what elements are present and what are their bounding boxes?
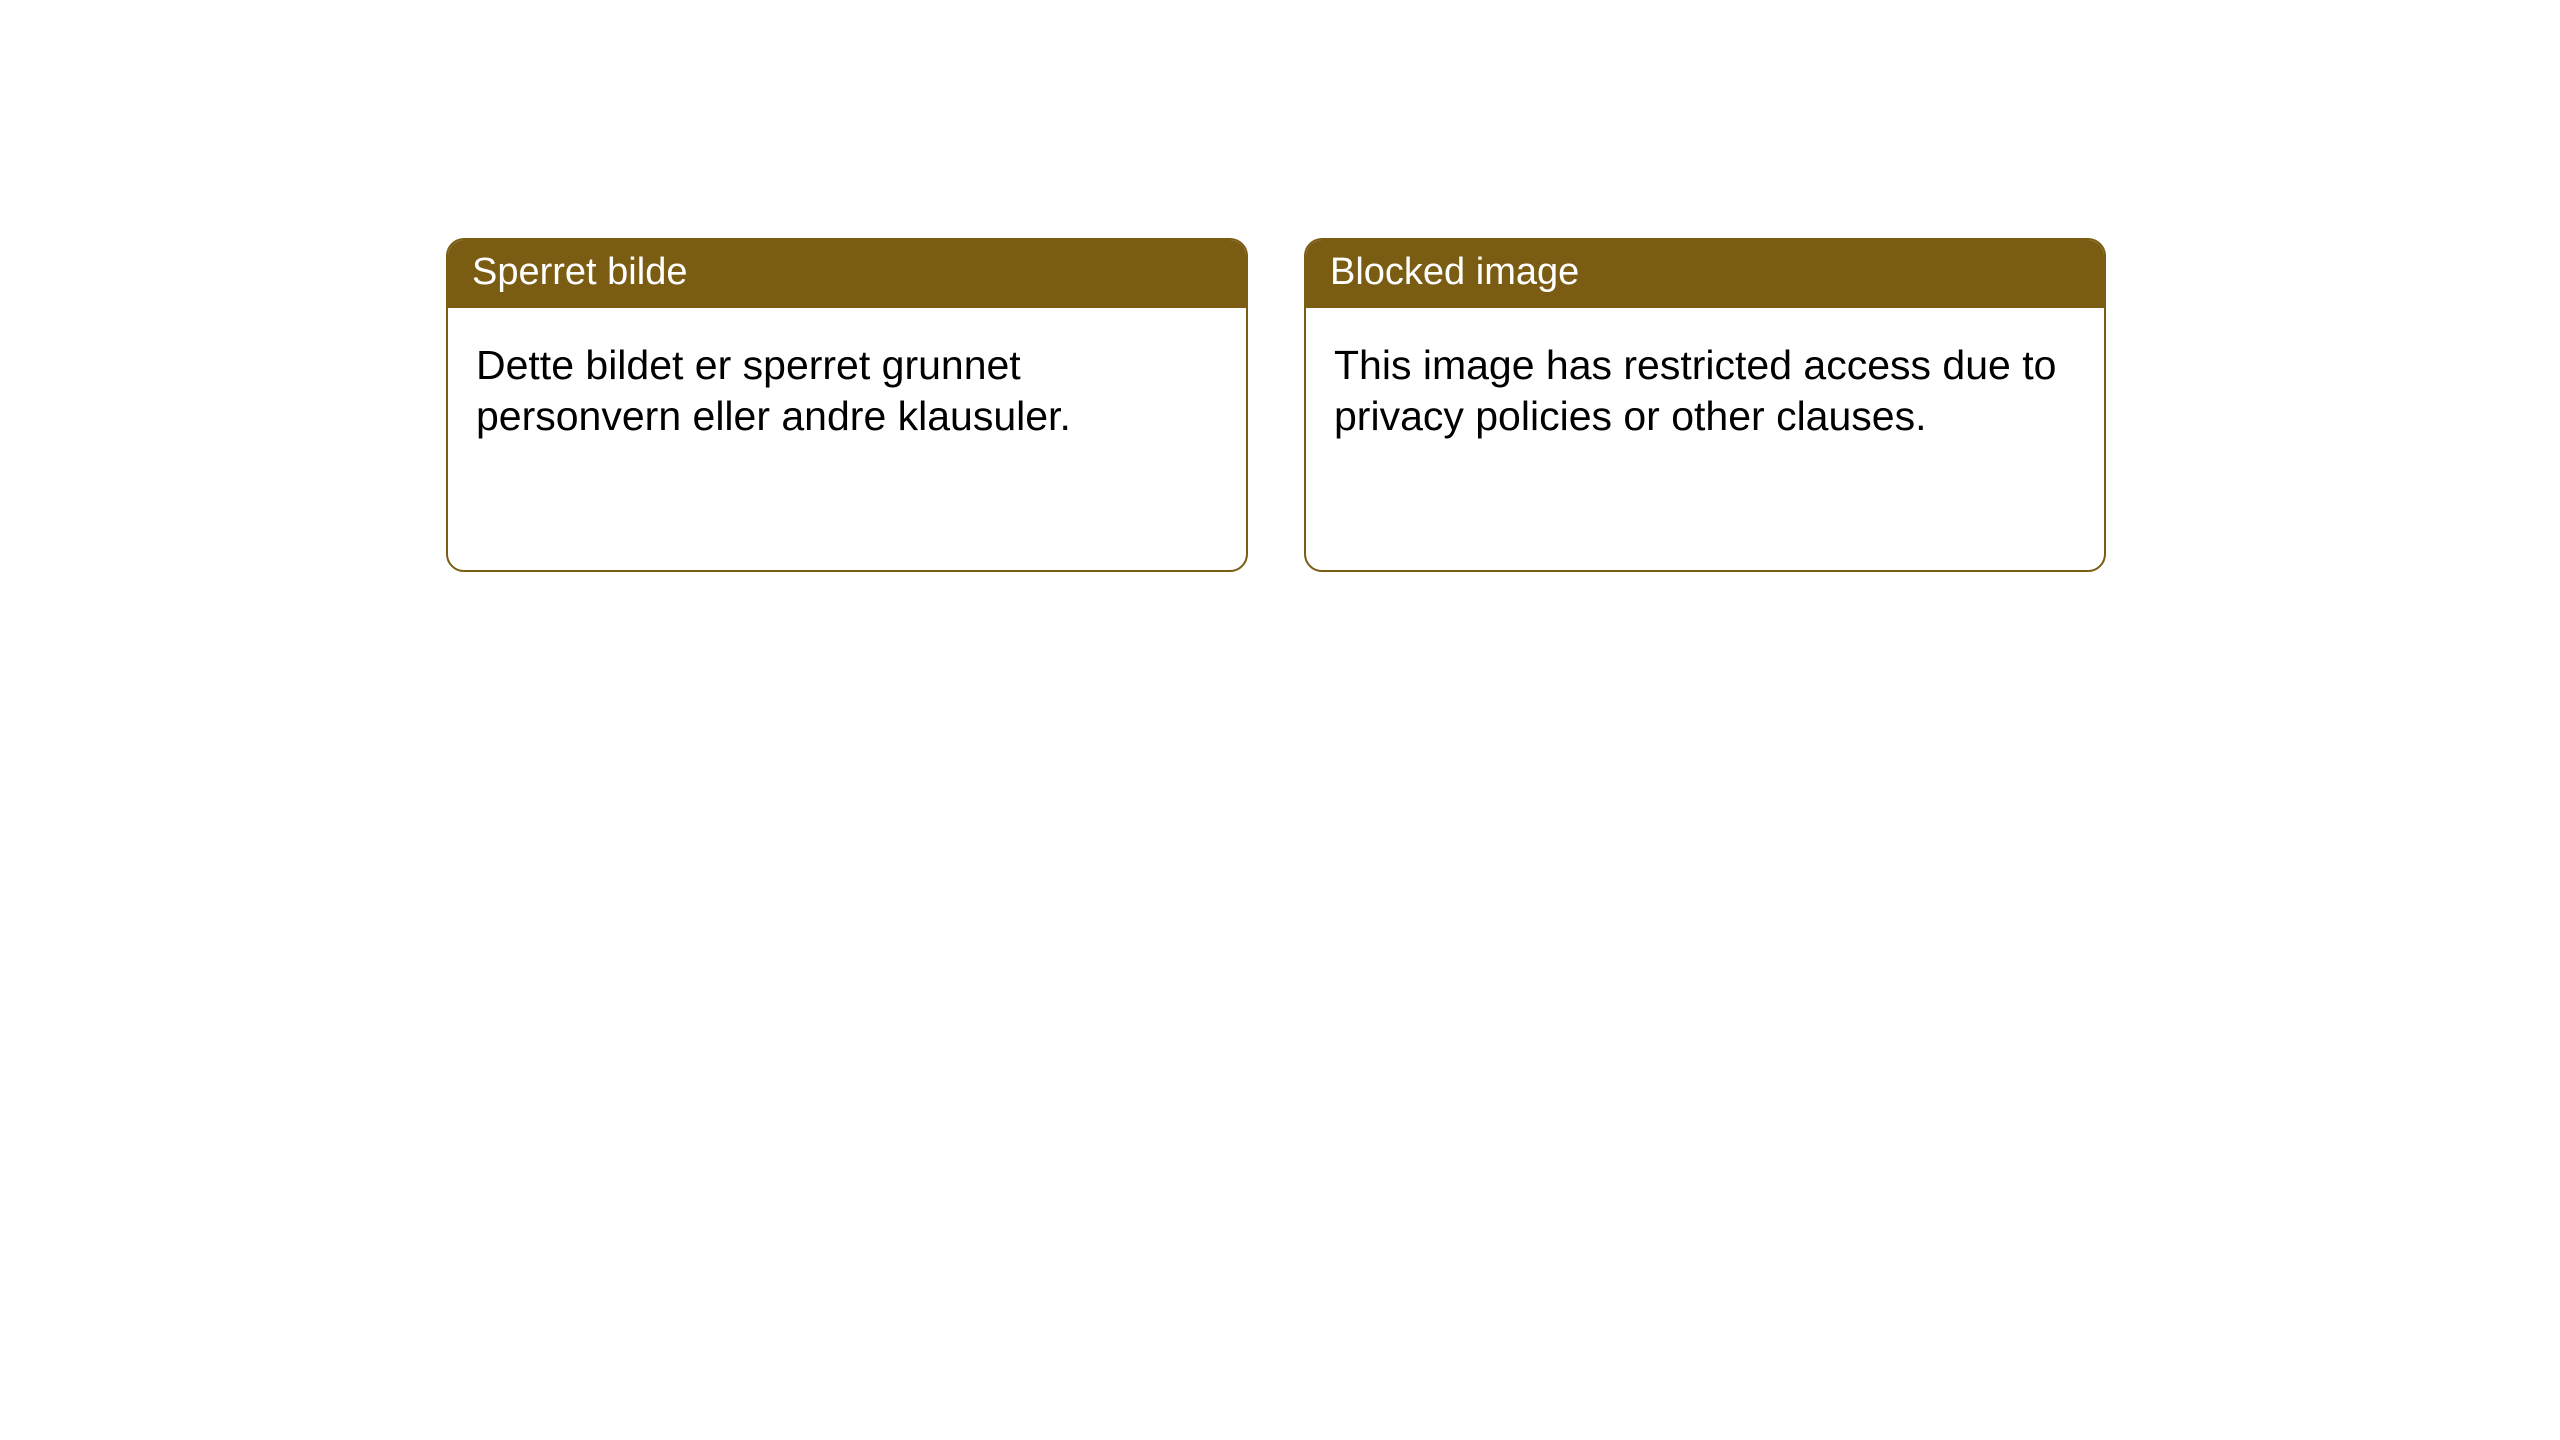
notice-card-body: Dette bildet er sperret grunnet personve… xyxy=(448,308,1246,475)
notice-card-blocked-image: Blocked image This image has restricted … xyxy=(1304,238,2106,572)
notice-card-header: Blocked image xyxy=(1306,240,2104,308)
notice-cards-container: Sperret bilde Dette bildet er sperret gr… xyxy=(446,238,2106,572)
notice-card-body: This image has restricted access due to … xyxy=(1306,308,2104,475)
notice-card-sperret-bilde: Sperret bilde Dette bildet er sperret gr… xyxy=(446,238,1248,572)
notice-card-header: Sperret bilde xyxy=(448,240,1246,308)
